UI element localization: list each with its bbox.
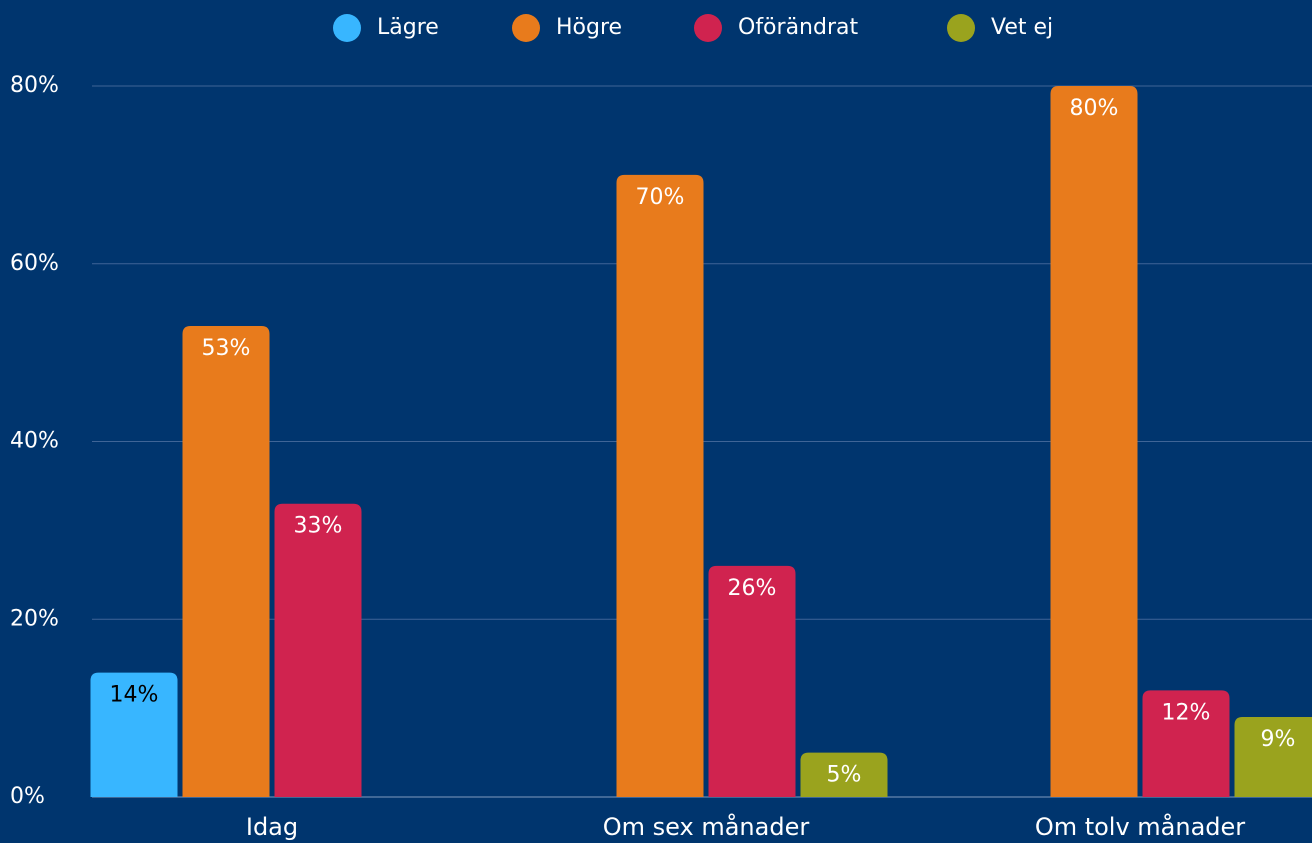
value-label: 5%: [827, 763, 862, 788]
value-label: 9%: [1261, 727, 1296, 752]
bar: [182, 325, 270, 797]
bar: [274, 503, 362, 797]
y-tick-label: 20%: [10, 606, 59, 631]
y-tick-label: 40%: [10, 429, 59, 454]
bar: [800, 752, 888, 797]
value-label: 33%: [294, 514, 343, 539]
legend-swatch: [512, 14, 540, 42]
legend-label: Vet ej: [991, 15, 1053, 40]
value-label: 80%: [1070, 96, 1119, 121]
y-tick-label: 60%: [10, 251, 59, 276]
x-tick-label: Idag: [246, 813, 298, 841]
value-label: 26%: [728, 576, 777, 601]
legend-label: Lägre: [377, 15, 439, 40]
x-tick-label: Om sex månader: [603, 812, 810, 841]
legend-swatch: [333, 14, 361, 42]
value-label: 12%: [1162, 700, 1211, 725]
value-label: 14%: [110, 683, 159, 708]
legend-swatch: [947, 14, 975, 42]
legend-label: Oförändrat: [738, 15, 858, 40]
bar: [90, 672, 178, 797]
value-label: 53%: [202, 336, 251, 361]
value-label: 70%: [636, 185, 685, 210]
legend-label: Högre: [556, 15, 622, 40]
bar: [708, 565, 796, 797]
bar: [1234, 717, 1312, 797]
x-tick-label: Om tolv månader: [1035, 812, 1245, 841]
y-tick-label: 80%: [10, 73, 59, 98]
bar: [1142, 690, 1230, 797]
legend-swatch: [694, 14, 722, 42]
y-tick-label: 0%: [10, 784, 45, 809]
bar: [616, 174, 704, 797]
bar: [1050, 86, 1138, 797]
